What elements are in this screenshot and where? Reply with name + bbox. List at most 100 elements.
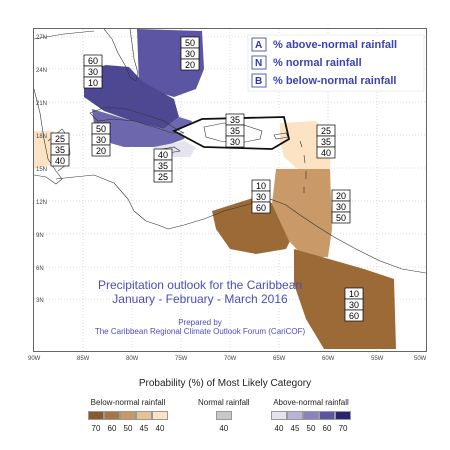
normal-label: Normal rainfall xyxy=(198,398,250,407)
prob-above: 35 xyxy=(230,115,240,125)
normal-scale: Normal rainfall 40 xyxy=(198,398,250,433)
lon-tick: 70W xyxy=(224,356,237,362)
prob-above: 25 xyxy=(321,126,331,136)
prob-below: 60 xyxy=(349,311,359,321)
lat-tick: 18N xyxy=(36,134,47,140)
lon-tick: 85W xyxy=(77,356,90,362)
lat-tick: 21N xyxy=(36,101,47,107)
below-normal-values: 70 60 50 45 40 xyxy=(88,424,168,433)
prob-box-abc: 10 30 60 xyxy=(251,179,271,214)
zone-cuba-north xyxy=(84,65,179,129)
above-normal-swatches xyxy=(271,411,351,420)
category-legend: A % above-normal rainfall N % normal rai… xyxy=(247,34,425,92)
lon-labels: 90W 85W 80W 75W 70W 65W 60W 55W 50W xyxy=(28,356,427,362)
prob-below: 20 xyxy=(185,60,195,70)
below-normal-swatches xyxy=(88,411,168,420)
prob-normal: 35 xyxy=(158,161,168,171)
scale-value: 40 xyxy=(155,424,165,433)
outlook-title-line1: Precipitation outlook for the Caribbean xyxy=(97,278,303,292)
legend-key-n: N xyxy=(255,58,262,69)
prob-normal: 30 xyxy=(88,67,98,77)
legend-text-b: % below-normal rainfall xyxy=(273,75,396,87)
lat-tick: 27N xyxy=(36,35,47,41)
prob-normal: 35 xyxy=(230,126,240,136)
prob-above: 40 xyxy=(158,150,168,160)
prob-below: 10 xyxy=(88,78,98,88)
swatch-below-70 xyxy=(88,411,104,420)
scale-value: 60 xyxy=(107,424,117,433)
prob-below: 60 xyxy=(256,203,266,213)
swatch-above-45 xyxy=(287,411,303,420)
lon-tick: 75W xyxy=(175,356,188,362)
prob-normal: 30 xyxy=(336,202,346,212)
below-normal-scale: Below-normal rainfall 70 60 50 45 40 xyxy=(88,398,168,433)
scale-title: Probability (%) of Most Likely Category xyxy=(138,378,312,389)
prob-above: 50 xyxy=(96,124,106,134)
legend-key-b: B xyxy=(255,76,262,87)
lat-tick: 12N xyxy=(36,200,47,206)
below-normal-label: Below-normal rainfall xyxy=(90,398,166,407)
scale-value: 70 xyxy=(91,424,101,433)
legend-key-a: A xyxy=(255,40,262,51)
map-frame: 27N 24N 21N 18N 15N 12N 9N 6N 3N A % abo… xyxy=(33,28,427,352)
swatch-above-60 xyxy=(319,411,335,420)
zone-windward xyxy=(272,169,332,257)
prob-above: 50 xyxy=(185,38,195,48)
legend-text-n: % normal rainfall xyxy=(273,57,362,69)
lon-tick: 60W xyxy=(322,356,335,362)
outlook-credit: Prepared by The Caribbean Regional Clima… xyxy=(46,318,354,336)
prob-box-jamaica: 40 35 25 xyxy=(153,148,173,183)
prob-box-cuba-north: 60 30 10 xyxy=(83,54,103,89)
swatch-normal-40 xyxy=(215,411,232,420)
prob-above: 25 xyxy=(55,134,65,144)
prob-normal: 35 xyxy=(55,145,65,155)
coast-south-america xyxy=(167,198,426,274)
prob-below: 40 xyxy=(55,156,65,166)
prob-box-cuba-central: 50 30 20 xyxy=(91,122,111,157)
lon-tick: 55W xyxy=(371,356,384,362)
normal-swatches xyxy=(198,411,250,420)
prob-box-yucatan: 25 35 40 xyxy=(50,132,70,167)
prob-below: 50 xyxy=(336,213,346,223)
scale-value: 45 xyxy=(139,424,149,433)
lat-tick: 24N xyxy=(36,68,47,74)
prob-box-windward: 20 30 50 xyxy=(331,189,351,224)
outlook-title: Precipitation outlook for the Caribbean … xyxy=(46,278,354,306)
lat-tick: 3N xyxy=(36,298,44,304)
above-normal-scale: Above-normal rainfall 40 45 50 60 70 xyxy=(271,398,351,433)
lon-tick: 90W xyxy=(28,356,41,362)
swatch-above-50 xyxy=(303,411,319,420)
prob-above: 10 xyxy=(256,181,266,191)
credit-line1: Prepared by xyxy=(178,318,222,327)
prob-box-bahamas: 50 30 20 xyxy=(180,36,200,71)
coast-cuba xyxy=(89,106,185,134)
swatch-below-45 xyxy=(136,411,152,420)
lat-tick: 6N xyxy=(36,266,44,272)
prob-above: 20 xyxy=(336,191,346,201)
prob-normal: 35 xyxy=(321,137,331,147)
lat-tick: 15N xyxy=(36,167,47,173)
lat-labels: 27N 24N 21N 18N 15N 12N 9N 6N 3N xyxy=(36,35,47,304)
scale-value: 40 xyxy=(274,424,284,433)
prob-box-guianas: 10 30 60 xyxy=(344,287,364,322)
credit-line2: The Caribbean Regional Climate Outlook F… xyxy=(94,327,306,336)
above-normal-label: Above-normal rainfall xyxy=(273,398,349,407)
swatch-below-60 xyxy=(104,411,120,420)
map-svg: 27N 24N 21N 18N 15N 12N 9N 6N 3N A % abo… xyxy=(34,29,426,351)
legend-text-a: % above-normal rainfall xyxy=(273,39,397,51)
prob-normal: 30 xyxy=(349,300,359,310)
lon-tick: 80W xyxy=(126,356,139,362)
zone-cuba-central xyxy=(92,109,192,147)
prob-above: 60 xyxy=(88,56,98,66)
normal-values: 40 xyxy=(198,424,250,433)
lat-tick: 9N xyxy=(36,233,44,239)
lon-tick: 65W xyxy=(273,356,286,362)
scale-value: 70 xyxy=(338,424,348,433)
lon-tick: 50W xyxy=(414,356,427,362)
prob-below: 20 xyxy=(96,146,106,156)
scale-value: 50 xyxy=(123,424,133,433)
coast-central-america xyxy=(55,174,169,230)
prob-normal: 30 xyxy=(185,49,195,59)
coast-florida xyxy=(103,29,139,82)
swatch-below-40 xyxy=(152,411,168,420)
